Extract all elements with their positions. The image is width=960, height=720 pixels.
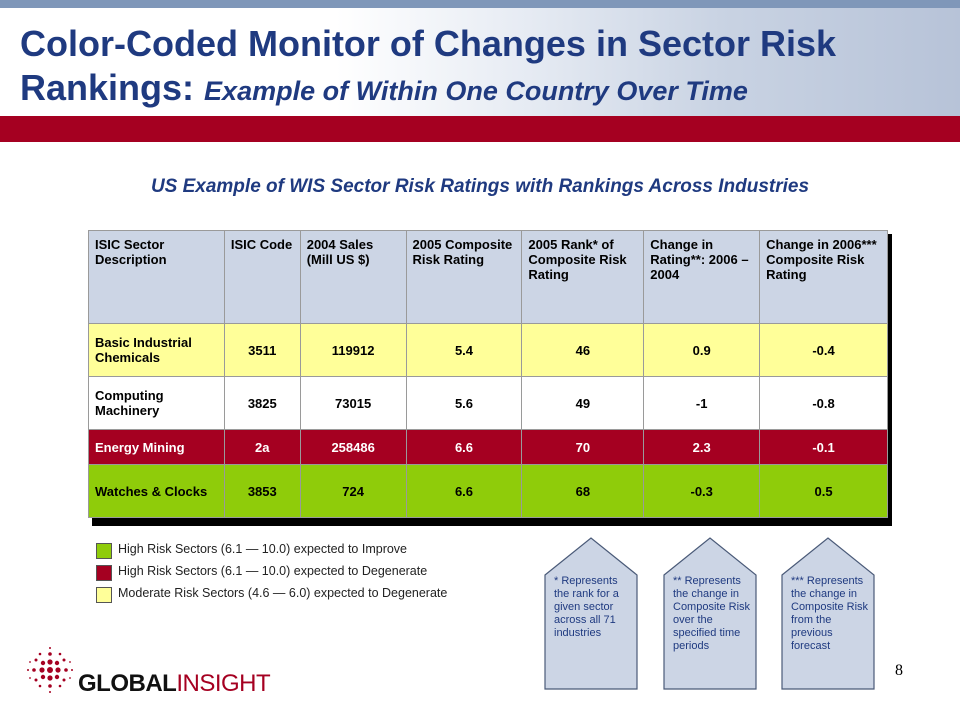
table-cell: 5.6 [405, 376, 523, 430]
table-cell: 73015 [299, 376, 407, 430]
table-cell: 70 [521, 429, 645, 465]
table-cell: 3825 [223, 376, 301, 430]
legend-label: High Risk Sectors (6.1 — 10.0) expected … [118, 542, 408, 556]
table-cell: -0.1 [759, 429, 888, 465]
table-row: Computing Machinery 3825 73015 5.6 49 -1… [88, 376, 888, 430]
table-cell: -0.4 [759, 323, 888, 377]
footnote-text: ** Represents the change in Composite Ri… [673, 575, 751, 652]
header-cell: ISIC Code [223, 230, 301, 324]
pentagon-callout-shape [544, 537, 638, 690]
table-row: Basic Industrial Chemicals 3511 119912 5… [88, 323, 888, 377]
slide-subtitle: US Example of WIS Sector Risk Ratings wi… [150, 176, 810, 197]
table-cell: 0.9 [643, 323, 761, 377]
title-main: Color-Coded Monitor of Changes in Sector… [20, 23, 837, 108]
header-cell: 2005 Composite Risk Rating [405, 230, 523, 324]
legend-swatch-green [96, 543, 112, 559]
title-underline-bar [0, 116, 960, 142]
table-cell: 119912 [299, 323, 407, 377]
table-cell: 68 [521, 464, 645, 518]
page-number: 8 [895, 662, 903, 679]
header-background [0, 0, 960, 116]
table-cell: Basic Industrial Chemicals [88, 323, 225, 377]
footnote-rank: * Represents the rank for a given sector… [544, 537, 638, 690]
table-cell: Computing Machinery [88, 376, 225, 430]
table-cell: 5.4 [405, 323, 523, 377]
risk-table: ISIC Sector Description ISIC Code 2004 S… [88, 230, 888, 518]
table-cell: 3853 [223, 464, 301, 518]
table-cell: 0.5 [759, 464, 888, 518]
table-cell: -0.8 [759, 376, 888, 430]
footnote-forecast: *** Represents the change in Composite R… [781, 537, 875, 690]
logo-word-global: GLOBAL [78, 670, 177, 697]
table-row: Energy Mining 2a 258486 6.6 70 2.3 -0.1 [88, 429, 888, 465]
global-insight-logo: GLOBALINSIGHT [20, 640, 271, 705]
header-cell: ISIC Sector Description [88, 230, 225, 324]
table-cell: 46 [521, 323, 645, 377]
footnote-text: *** Represents the change in Composite R… [791, 575, 869, 652]
title-italic: Example of Within One Country Over Time [204, 76, 748, 106]
table-cell: Watches & Clocks [88, 464, 225, 518]
logo-wordmark: GLOBALINSIGHT [78, 670, 271, 698]
header-cell: 2005 Rank* of Composite Risk Rating [521, 230, 645, 324]
footnote-text: * Represents the rank for a given sector… [554, 575, 619, 639]
table-cell: 2a [223, 429, 301, 465]
legend-label: Moderate Risk Sectors (4.6 — 6.0) expect… [118, 586, 448, 600]
header-top-strip [0, 0, 960, 8]
table-cell: 724 [299, 464, 407, 518]
legend-swatch-red [96, 565, 112, 581]
header-cell: Change in Rating**: 2006 – 2004 [643, 230, 761, 324]
pentagon-callout-shape [781, 537, 875, 690]
table-cell: -1 [643, 376, 761, 430]
table-cell: 6.6 [405, 429, 523, 465]
globe-dots-icon [27, 647, 73, 693]
footnote-change: ** Represents the change in Composite Ri… [663, 537, 757, 690]
table-cell: -0.3 [643, 464, 761, 518]
header-cell: 2004 Sales (Mill US $) [299, 230, 407, 324]
table-cell: 6.6 [405, 464, 523, 518]
table-cell: 3511 [223, 323, 301, 377]
logo-word-insight: INSIGHT [176, 670, 271, 697]
legend-label: High Risk Sectors (6.1 — 10.0) expected … [118, 564, 428, 578]
header-cell: Change in 2006*** Composite Risk Rating [759, 230, 888, 324]
table-cell: 2.3 [643, 429, 761, 465]
table-row: Watches & Clocks 3853 724 6.6 68 -0.3 0.… [88, 464, 888, 518]
legend-swatch-yellow [96, 587, 112, 603]
pentagon-callout-shape [663, 537, 757, 690]
table-cell: 258486 [299, 429, 407, 465]
slide-title: Color-Coded Monitor of Changes in Sector… [20, 22, 940, 113]
table-header-row: ISIC Sector Description ISIC Code 2004 S… [88, 230, 888, 324]
table-cell: 49 [521, 376, 645, 430]
table-cell: Energy Mining [88, 429, 225, 465]
